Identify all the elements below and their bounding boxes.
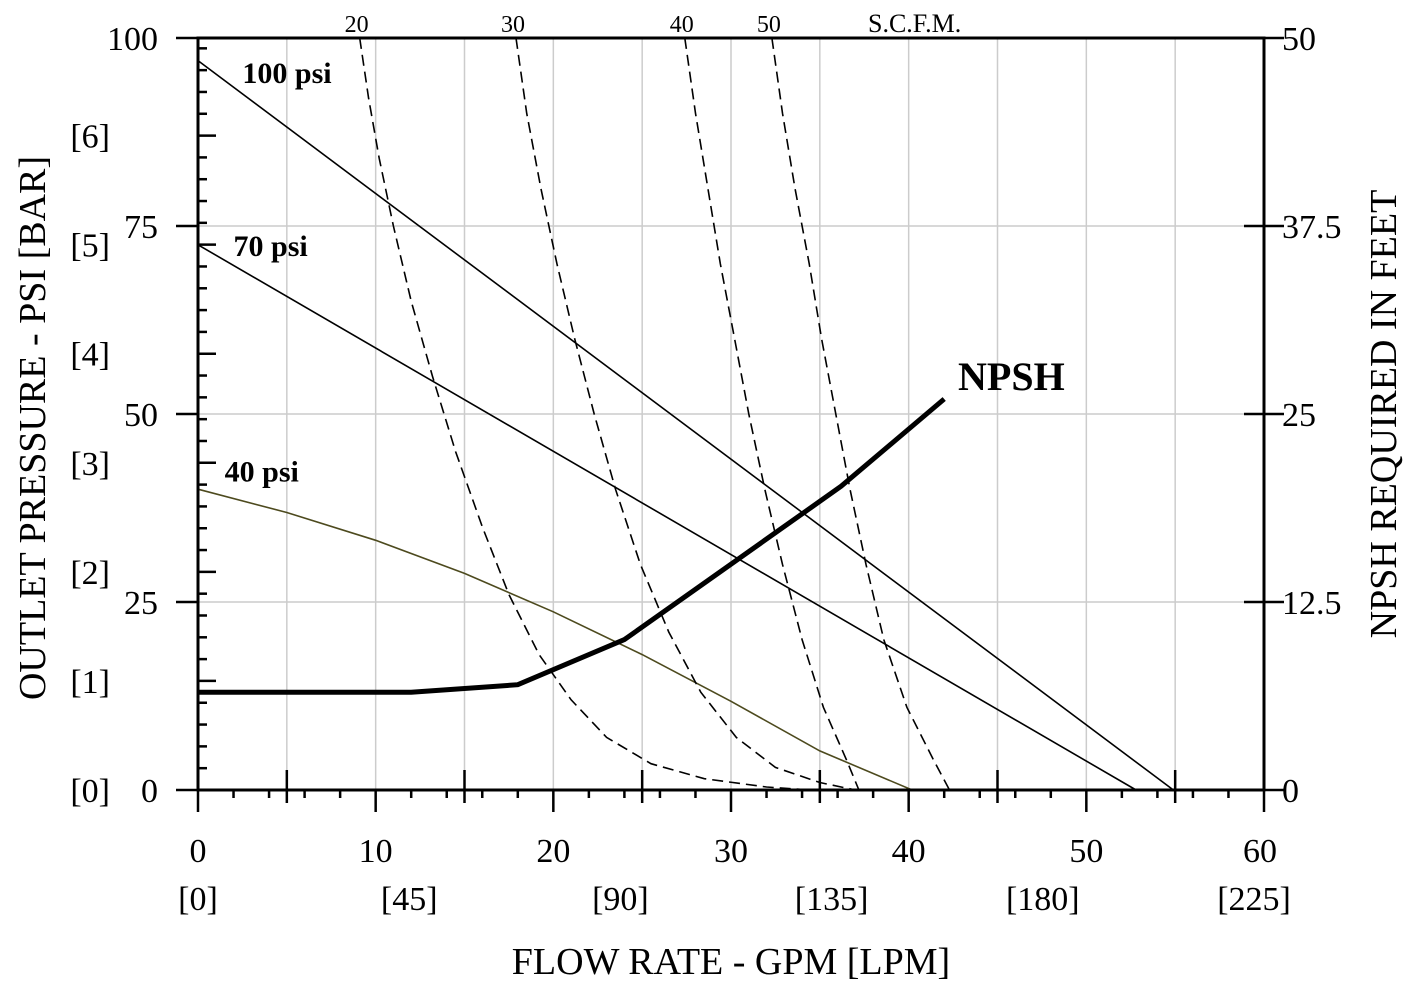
pressure-curve-label: 40 psi (225, 456, 299, 489)
y-tick-label-bar: [6] (70, 119, 110, 156)
y-tick-label-right: 12.5 (1282, 585, 1342, 622)
scfm-curve-label: 50 (757, 12, 781, 38)
scfm-curve-50 (771, 37, 951, 791)
x-tick-label-lpm: [225] (1217, 881, 1291, 918)
x-tick-label: 50 (1069, 833, 1103, 870)
y-tick-label-bar: [4] (70, 337, 110, 374)
npsh-label: NPSH (958, 354, 1065, 399)
y-tick-label-psi: 75 (124, 209, 158, 246)
pressure-curve-label: 70 psi (234, 230, 308, 263)
x-tick-label-lpm: [45] (381, 881, 438, 918)
scfm-curve-label: 30 (501, 12, 525, 38)
y-tick-label-bar: [5] (70, 228, 110, 265)
y-tick-label-bar: [0] (70, 773, 110, 810)
scfm-curve-20 (358, 37, 811, 791)
pressure-curve-40-psi (197, 488, 913, 791)
x-tick-label-lpm: [135] (795, 881, 869, 918)
y-tick-label-psi: 100 (107, 21, 158, 58)
pressure-curve-70-psi (197, 244, 1137, 791)
y-axis-right-title: NPSH REQUIRED IN FEET (1363, 190, 1405, 639)
scfm-curve-label: 40 (670, 12, 694, 38)
y-tick-label-bar: [3] (70, 446, 110, 483)
x-tick-label: 60 (1243, 833, 1277, 870)
scfm-label: S.C.F.M. (868, 9, 961, 38)
y-tick-label-psi: 50 (124, 397, 158, 434)
x-tick-label-lpm: [0] (178, 881, 218, 918)
x-tick-label-lpm: [90] (592, 881, 649, 918)
scfm-curves: 20 30 40 50 (345, 12, 951, 791)
y-tick-label-bar: [2] (70, 555, 110, 592)
grid (198, 38, 1264, 790)
y-tick-label-right: 50 (1282, 21, 1316, 58)
x-tick-label-lpm: [180] (1006, 881, 1080, 918)
tick-labels: 0 10 20 30 40 50 60 [0] [45] [90] [135] [180] [225] 0… (70, 21, 1341, 918)
npsh-curve (198, 397, 946, 695)
pressure-curves: 100 psi 70 psi 40 psi (197, 57, 1174, 791)
x-tick-label: 40 (892, 833, 926, 870)
scfm-curve-label: 20 (345, 12, 369, 38)
ticks (176, 36, 1284, 812)
pressure-curve-100-psi (197, 59, 1174, 791)
pressure-curve-label: 100 psi (242, 57, 331, 90)
y-tick-label-bar: [1] (70, 664, 110, 701)
x-tick-label: 10 (359, 833, 393, 870)
y-tick-label-right: 25 (1282, 397, 1316, 434)
x-tick-label: 20 (536, 833, 570, 870)
x-tick-label: 0 (190, 833, 207, 870)
x-tick-label: 30 (714, 833, 748, 870)
y-tick-label-right: 37.5 (1282, 209, 1342, 246)
y-tick-label-psi: 25 (124, 585, 158, 622)
npsh-curve-group (198, 397, 946, 695)
scfm-curve-30 (515, 37, 856, 791)
y-axis-left-title: OUTLET PRESSURE - PSI [BAR] (12, 156, 54, 700)
x-axis-title: FLOW RATE - GPM [LPM] (512, 941, 950, 983)
scfm-curve-40 (684, 37, 860, 791)
y-tick-label-right: 0 (1282, 773, 1299, 810)
y-tick-label-psi: 0 (141, 773, 158, 810)
